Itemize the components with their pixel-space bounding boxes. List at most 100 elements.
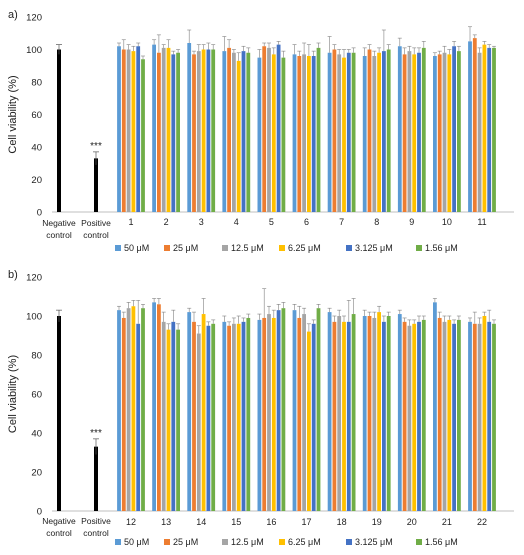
legend-swatch (115, 245, 121, 251)
data-bar (281, 57, 286, 212)
data-bar (342, 57, 346, 212)
control-bar (57, 316, 61, 511)
data-bar (276, 44, 281, 212)
significance-label: *** (90, 141, 102, 152)
data-bar (232, 52, 236, 212)
x-tick-label: 21 (442, 517, 452, 527)
data-bar (482, 316, 487, 511)
data-bar (367, 316, 372, 511)
chart-panel-2: b) Cell viability (%) 0 20 40 60 80 100 120 Negat… (7, 269, 514, 547)
data-bar (302, 314, 306, 511)
data-bar (437, 317, 442, 511)
y-tick-label: 120 (26, 13, 42, 24)
x-tick-label: 22 (477, 517, 487, 527)
data-bar (257, 57, 262, 212)
y-tick-label: 0 (37, 208, 42, 219)
x-tick-label: 5 (269, 217, 274, 227)
y-tick-label: 80 (31, 351, 42, 362)
data-bar (452, 46, 456, 212)
x-tick-label: Negative (42, 218, 76, 228)
data-bar (447, 319, 452, 511)
data-bar (297, 317, 302, 511)
data-bar (136, 46, 141, 212)
data-bar (487, 47, 492, 212)
data-bar (211, 323, 216, 511)
data-bar (332, 49, 337, 212)
data-bar (433, 302, 437, 511)
data-bar (141, 59, 145, 212)
data-bar (397, 314, 402, 511)
data-bar (437, 54, 442, 212)
data-bar (407, 325, 412, 511)
data-bar (196, 51, 201, 212)
data-bar (141, 308, 145, 511)
data-bar (327, 312, 332, 511)
y-axis-label: Cell viability (%) (7, 75, 19, 153)
data-bar (477, 323, 482, 511)
x-tick-label: Negative (42, 516, 76, 526)
data-bar (121, 49, 126, 212)
data-bar (206, 325, 211, 511)
control-bar (94, 446, 98, 511)
legend-label: 6.25 μM (288, 537, 321, 547)
data-bar (382, 51, 386, 212)
legend-swatch (346, 245, 352, 251)
data-bar (222, 321, 227, 511)
data-bar (241, 51, 246, 212)
data-bar (372, 56, 377, 212)
legend-label: 25 μM (173, 243, 198, 253)
data-bar (281, 308, 286, 511)
data-bar (377, 52, 381, 212)
legend-label: 12.5 μM (231, 537, 264, 547)
data-bar (222, 51, 227, 212)
x-tick-label: 11 (477, 217, 486, 227)
data-bar (176, 329, 180, 511)
panel-label: b) (8, 269, 18, 281)
data-bar (267, 47, 271, 212)
data-bar (192, 54, 196, 212)
x-tick-label: control (46, 528, 72, 538)
legend-label: 25 μM (173, 537, 198, 547)
data-bar (117, 310, 121, 511)
y-tick-label: 0 (37, 507, 42, 518)
data-bar (171, 54, 176, 212)
x-tick-label: 4 (234, 217, 239, 227)
data-bar (362, 316, 367, 511)
x-tick-label: 13 (161, 517, 171, 527)
data-bar (372, 317, 377, 511)
chart-panel-1: a) Cell viability (%) 0 20 40 60 80 100 120 Negat… (7, 9, 514, 253)
data-bar (316, 308, 321, 511)
data-bar (196, 333, 201, 511)
y-tick-label: 60 (31, 390, 42, 401)
x-tick-label: 17 (301, 517, 311, 527)
y-axis-label: Cell viability (%) (7, 355, 19, 433)
data-bar (452, 323, 456, 511)
data-bar (187, 312, 192, 511)
significance-label: *** (90, 428, 102, 439)
data-bar (447, 54, 452, 212)
data-bar (402, 321, 407, 511)
legend-swatch (416, 539, 422, 545)
legend-label: 3.125 μM (355, 243, 393, 253)
data-bar (382, 321, 386, 511)
data-bar (271, 54, 276, 212)
data-bar (337, 316, 342, 511)
data-bar (126, 308, 131, 511)
data-bar (311, 56, 316, 212)
data-bar (157, 304, 161, 511)
data-bar (311, 323, 316, 511)
legend-label: 12.5 μM (231, 243, 264, 253)
data-bar (327, 52, 332, 212)
data-bar (262, 46, 267, 212)
x-tick-label: control (83, 230, 109, 240)
y-tick-label: 100 (26, 45, 42, 56)
data-bar (362, 56, 367, 212)
data-bar (157, 52, 161, 212)
data-bar (421, 319, 426, 511)
data-bar (136, 323, 141, 511)
x-tick-label: 16 (266, 517, 276, 527)
x-tick-label: Positive (81, 516, 111, 526)
data-bar (307, 56, 311, 212)
data-bar (201, 49, 206, 212)
